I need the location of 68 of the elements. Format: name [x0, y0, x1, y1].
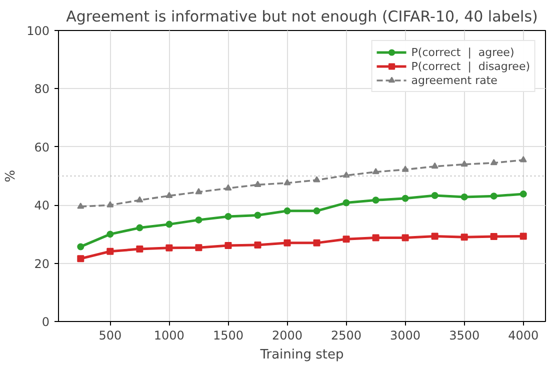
- point: [313, 239, 320, 246]
- point: [284, 207, 291, 214]
- point: [490, 233, 498, 240]
- point: [136, 196, 144, 202]
- point: [342, 199, 350, 206]
- point: [313, 176, 320, 182]
- point: [431, 162, 438, 169]
- x-tick-label: 1000: [154, 328, 184, 342]
- point: [254, 180, 262, 187]
- point: [372, 234, 380, 242]
- x-tick-label: 2500: [331, 328, 362, 342]
- point: [136, 224, 144, 232]
- point: [372, 168, 380, 174]
- x-tick-label: 3500: [449, 328, 480, 342]
- point: [460, 160, 468, 167]
- point: [431, 192, 438, 199]
- point: [166, 244, 173, 252]
- point: [106, 201, 114, 208]
- point: [106, 248, 114, 255]
- x-tick-label: 3000: [390, 328, 421, 342]
- point: [490, 192, 498, 200]
- point: [313, 207, 320, 214]
- point: [254, 241, 262, 248]
- point: [195, 188, 202, 194]
- point: [402, 194, 409, 202]
- point: [77, 202, 84, 209]
- x-axis-title: Training step: [259, 348, 344, 362]
- point: [460, 193, 468, 200]
- point: [224, 212, 232, 220]
- y-tick-label: 0: [42, 315, 50, 329]
- y-axis-title: %: [4, 170, 19, 182]
- chart-title: Agreement is informative but not enough (CIFAR-10, 40 labels): [66, 8, 538, 26]
- point: [342, 236, 350, 243]
- point: [166, 220, 173, 228]
- point: [284, 179, 291, 186]
- point: [254, 212, 262, 219]
- point: [136, 246, 144, 253]
- point: [224, 184, 232, 190]
- point: [342, 171, 350, 178]
- y-tick-label: 60: [34, 140, 50, 154]
- x-tick-label: 4000: [508, 328, 539, 342]
- x-tick-label: 2000: [272, 328, 303, 342]
- point: [520, 190, 527, 198]
- point: [402, 166, 409, 172]
- point: [490, 158, 498, 166]
- y-tick-label: 40: [34, 198, 50, 213]
- point: [166, 192, 173, 198]
- point: [77, 255, 84, 262]
- point: [520, 156, 527, 162]
- legend-label: P(correct | agree): [411, 45, 514, 59]
- point: [195, 244, 202, 252]
- point: [284, 239, 291, 246]
- point: [106, 230, 114, 238]
- point: [520, 232, 527, 240]
- x-tick-label: 500: [98, 328, 122, 342]
- point: [372, 196, 380, 204]
- legend-label: agreement rate: [411, 73, 498, 87]
- legend-label: P(correct | disagree): [411, 59, 530, 73]
- point: [402, 234, 409, 242]
- y-tick-label: 80: [34, 82, 50, 96]
- y-tick-label: 20: [34, 256, 50, 271]
- y-tick-label: 100: [26, 24, 50, 38]
- point: [431, 232, 438, 240]
- point: [224, 242, 232, 250]
- point: [195, 216, 202, 224]
- point: [77, 243, 84, 250]
- point: [460, 234, 468, 241]
- x-tick-label: 1500: [212, 328, 244, 342]
